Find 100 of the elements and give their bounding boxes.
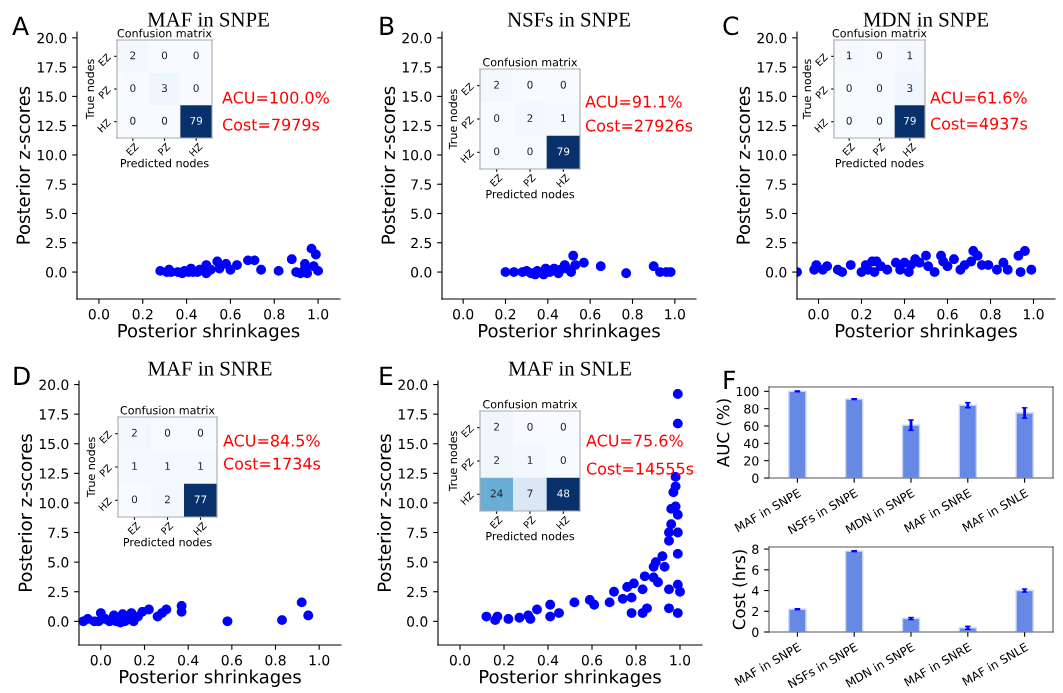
x-tick-label: EZ [489,515,503,529]
y-tick-label: 12.5 [37,120,67,132]
data-label: 2 [164,495,170,504]
data-label: 0 [876,51,883,60]
data-label: 1 [527,456,533,464]
y-tick-label: 10.0 [37,149,67,161]
y-tick-label: 17.5 [398,409,428,420]
y-axis-title: True nodes [802,59,812,120]
text: B [380,16,394,35]
x-tick-label: HZ [188,142,203,157]
x-tick-label: 0.2 [134,654,155,666]
data-label: 0 [494,147,500,156]
data-label: 79 [904,116,916,125]
y-tick-label: 6 [752,565,759,575]
y-tick-label: 15.0 [39,438,69,450]
x-axis-title: Posterior shrinkages [479,323,660,342]
y-axis-title: Posterior z-scores [736,86,751,244]
data-label: 0 [197,428,204,437]
annotation: ACU=75.6% [586,434,683,447]
y-tick-label: 5.0 [766,208,787,219]
data-label: 3 [907,84,913,93]
y-tick-label: 17.5 [37,62,67,73]
data-label: 1 [132,462,137,470]
y-tick-label: 8 [752,544,759,554]
x-tick-label: 0.4 [894,308,915,320]
y-tick-label: 5.0 [411,208,432,219]
annotation: ACU=100.0% [222,91,329,104]
x-tick-label: 0.6 [581,654,603,666]
y-tick-label: 2 [752,606,759,617]
data-label: 0 [846,116,852,125]
x-axis-title: Posterior shrinkages [120,669,301,688]
data-label: 2 [130,51,136,60]
x-axis-title: Predicted nodes [835,158,924,168]
text: D [14,366,30,385]
y-tick-label: HZ [814,118,829,133]
y-axis-title: True nodes [448,431,458,492]
chart-title: Confusion matrix [117,28,212,38]
data-label: 0 [527,422,533,431]
y-tick-label: 15.0 [398,438,428,450]
data-label: 79 [557,147,570,156]
y-tick-label: 20.0 [37,32,67,44]
y-tick-label: 20.0 [757,32,787,44]
x-tick-label: 0.2 [495,308,516,320]
y-tick-label: 17.5 [402,62,432,73]
x-tick-label: HZ [902,142,917,157]
x-axis-title: Predicted nodes [486,531,575,541]
y-tick-label: 0.0 [407,616,428,627]
y-tick-label: 20.0 [402,32,432,44]
data-label: 0 [130,84,136,93]
data-label: 0 [560,456,566,465]
data-label: 0 [527,80,533,89]
data-label: 79 [190,116,203,125]
x-tick-label: EZ [842,142,856,156]
y-axis-title: Posterior z-scores [16,86,31,244]
x-tick-label: HZ [193,521,208,536]
x-tick-label: 1.0 [1023,308,1044,320]
y-tick-label: PZ [815,85,829,99]
y-tick-label: 0 [752,627,759,637]
y-tick-label: EZ [461,82,475,96]
y-axis-title: Posterior z-scores [377,434,392,591]
x-tick-label: EZ [125,142,139,156]
y-tick-label: 0.0 [48,616,69,627]
y-tick-label: 20 [744,456,759,466]
chart-title: MAF in SNPE [147,12,269,27]
y-tick-label: 0.0 [766,267,787,278]
data-label: 0 [130,116,136,125]
data-label: 2 [494,80,499,89]
data-label: 2 [527,114,533,122]
data-label: 0 [527,147,533,156]
y-tick-label: 5.0 [407,557,428,568]
chart-title: Confusion matrix [120,405,215,415]
x-tick-label: 0.6 [580,308,601,320]
annotation: Cost=1734s [223,457,321,470]
y-tick-label: 2.5 [411,237,432,249]
data-label: 0 [560,422,566,431]
chart-title: MDN in SNPE [863,12,989,27]
x-tick-label: PZ [872,142,886,156]
annotation: ACU=84.5% [223,434,320,447]
y-tick-label: EZ [461,424,475,438]
text: F [724,370,735,389]
annotation: Cost=7979s [222,118,320,131]
data-label: 0 [193,51,199,60]
y-tick-label: 100 [736,386,759,397]
data-label: 0 [876,84,883,93]
y-tick-label: 17.5 [757,62,787,73]
data-label: 0 [131,495,138,504]
y-tick-label: 7.5 [46,179,67,190]
data-label: 0 [846,84,852,93]
y-tick-label: 2.5 [407,586,428,598]
y-tick-label: PZ [461,115,475,129]
y-tick-label: 2.5 [766,237,787,249]
x-tick-label: 0.8 [622,308,643,320]
annotation: ACU=61.6% [930,91,1027,104]
x-axis-title: Predicted nodes [120,158,209,168]
y-tick-label: 10.0 [757,149,787,161]
data-label: 0 [876,116,883,125]
data-label: 2 [494,456,499,464]
chart-title: Confusion matrix [832,28,927,38]
x-tick-label: 0.8 [980,308,1001,320]
data-label: 1 [561,114,566,122]
